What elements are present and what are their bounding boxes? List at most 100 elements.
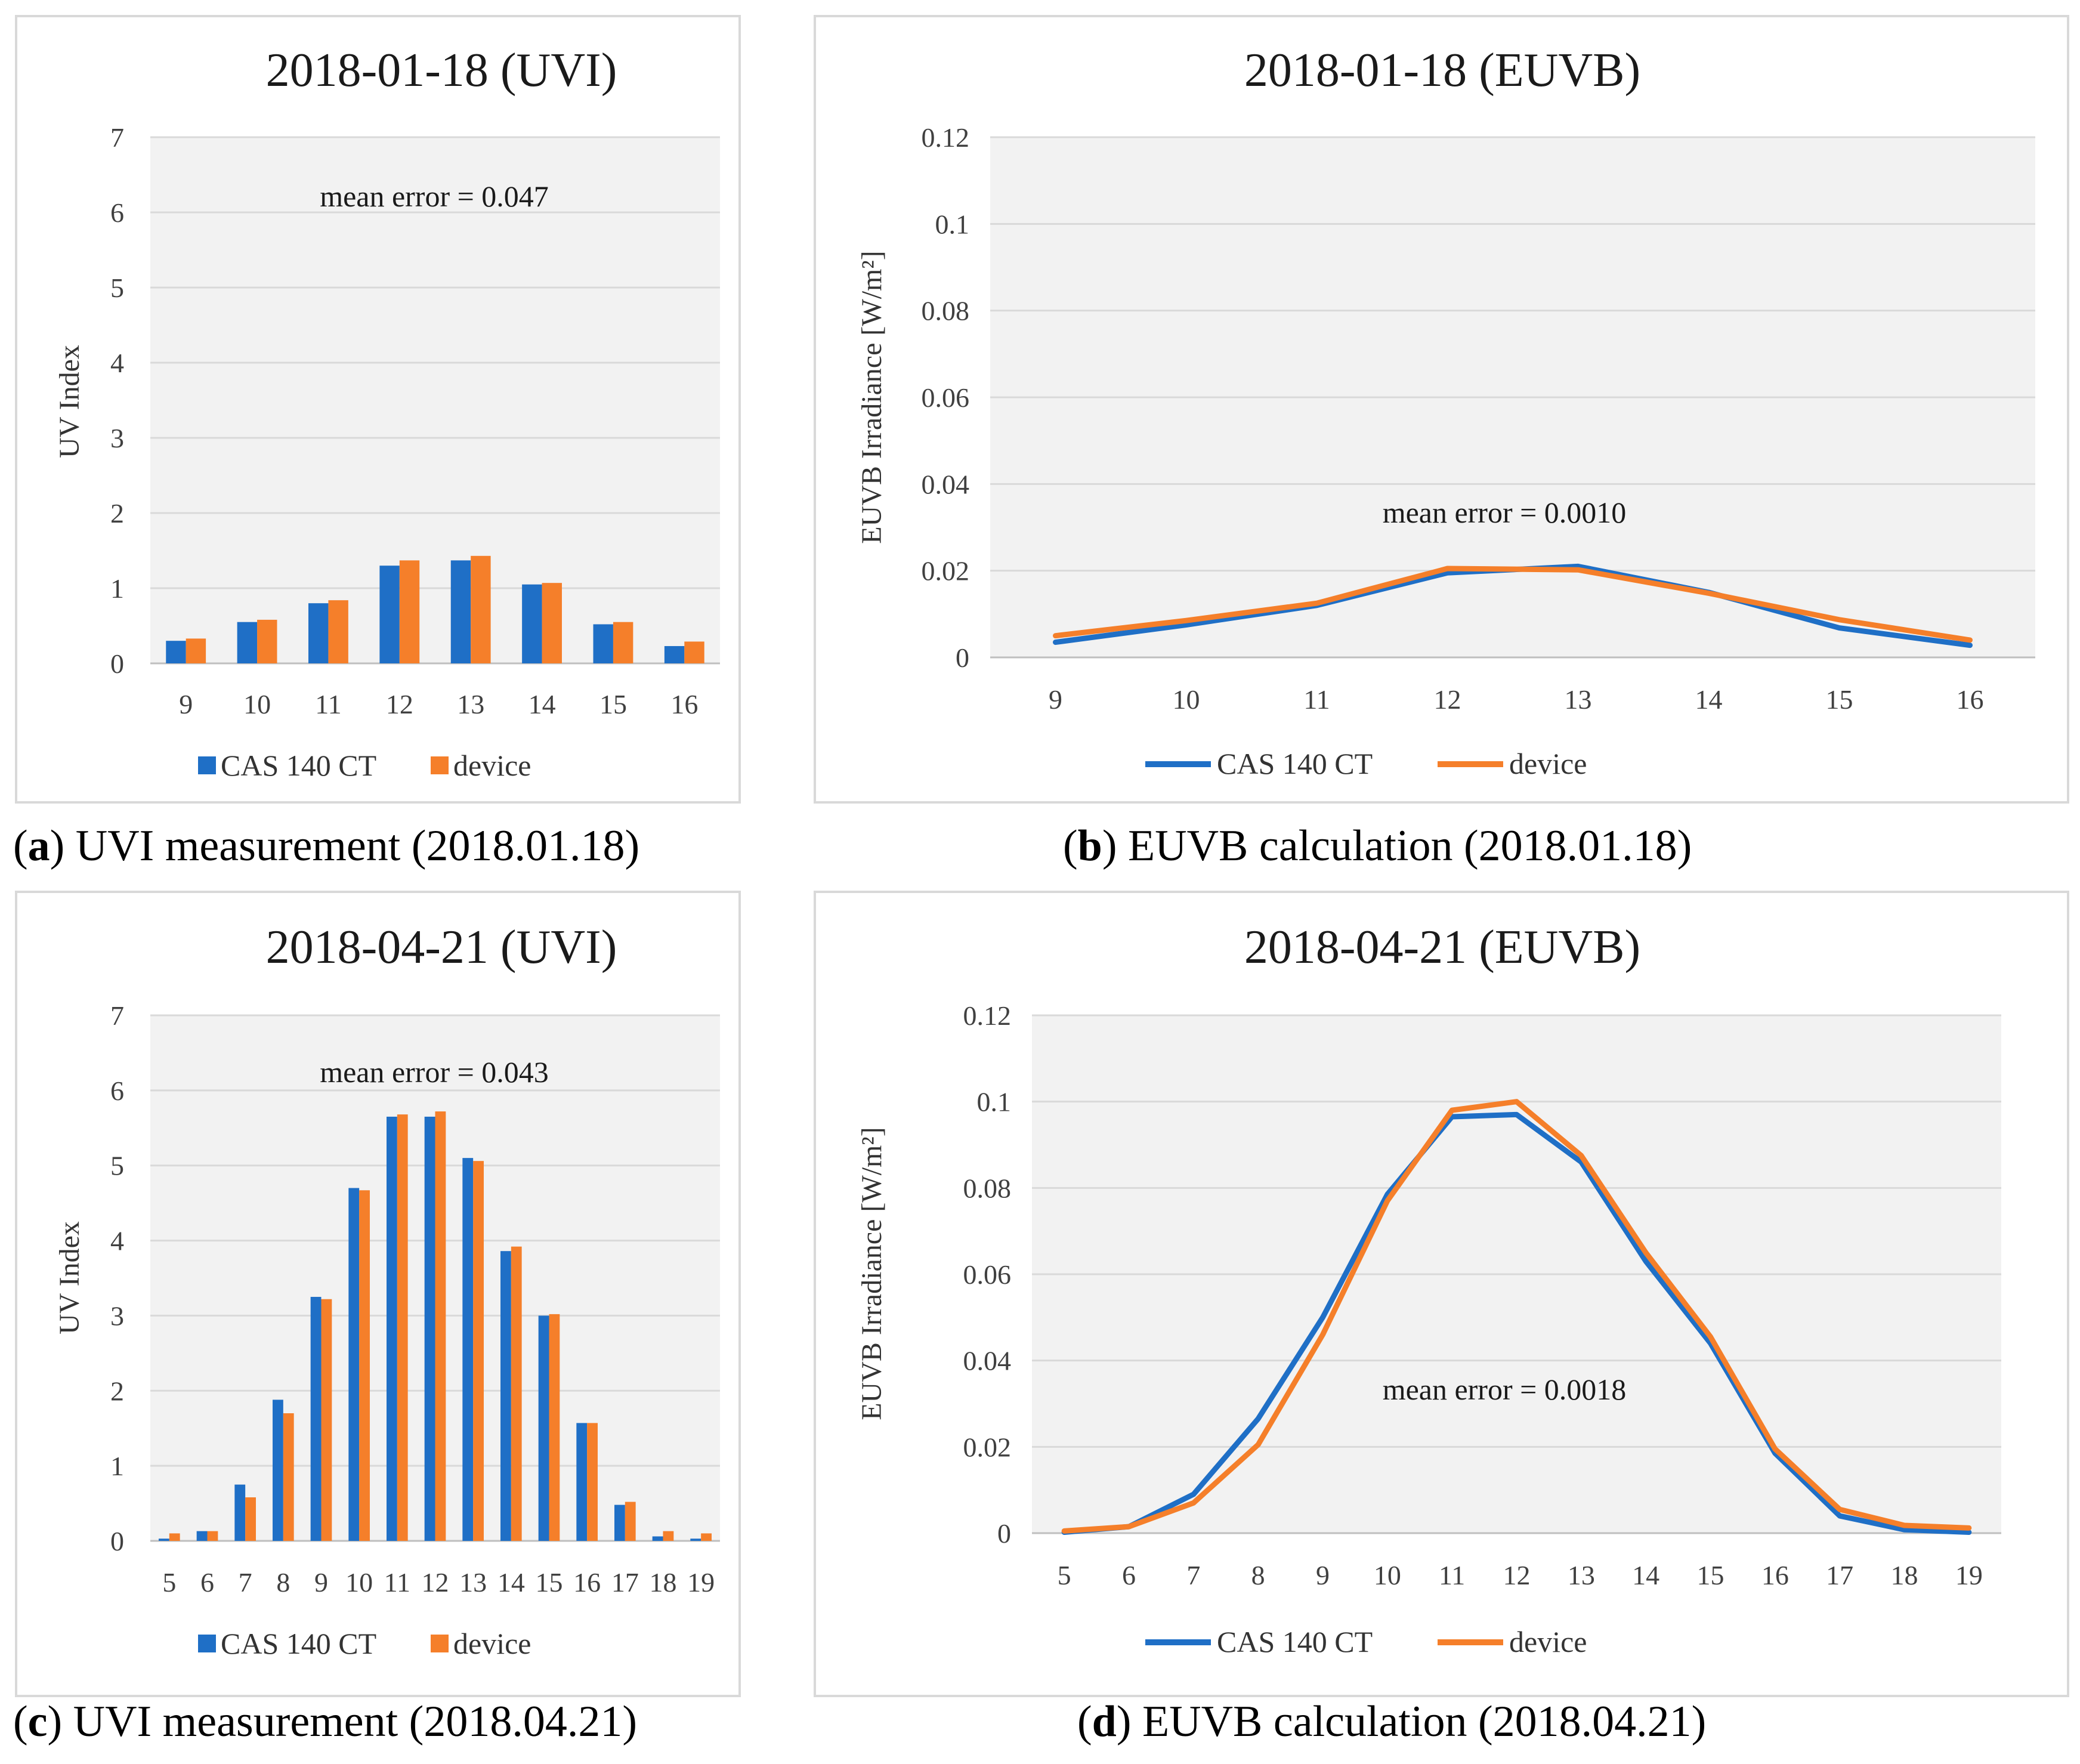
bar-device-11: [397, 1114, 408, 1541]
caption-open-paren: (: [13, 821, 28, 870]
bar-device-9: [321, 1299, 332, 1541]
x-tick-label: 7: [1186, 1560, 1200, 1590]
y-tick-label: 5: [110, 1151, 124, 1181]
bar-cas-140-ct-15: [538, 1315, 549, 1541]
panel-caption: (a) UVI measurement (2018.01.18): [13, 821, 639, 870]
x-tick-label: 19: [1955, 1560, 1983, 1590]
y-tick-label: 0: [110, 1526, 124, 1556]
y-axis-label: EUVB Irradiance [W/m²]: [856, 251, 888, 544]
chart-title: 2018-01-18 (EUVB): [1244, 44, 1640, 97]
bar-cas-140-ct-9: [310, 1296, 322, 1541]
x-tick-label: 5: [162, 1567, 176, 1598]
x-tick-label: 18: [650, 1567, 677, 1598]
y-tick-label: 4: [110, 348, 124, 378]
x-tick-label: 16: [1761, 1560, 1789, 1590]
caption-open-paren: (: [1077, 1697, 1092, 1746]
bar-cas-140-ct-14: [522, 584, 542, 663]
bar-cas-140-ct-16: [576, 1423, 588, 1541]
x-tick-label: 13: [1568, 1560, 1595, 1590]
x-tick-label: 12: [1503, 1560, 1531, 1590]
legend-swatch: [198, 1635, 216, 1652]
y-tick-label: 0.02: [963, 1432, 1012, 1462]
x-tick-label: 11: [315, 689, 341, 719]
bar-device-14: [542, 583, 562, 663]
legend-entry: CAS 140 CT: [221, 1627, 376, 1660]
y-tick-label: 3: [110, 1300, 124, 1331]
y-tick-label: 5: [110, 273, 124, 303]
caption-text: ) UVI measurement (2018.01.18): [50, 821, 639, 870]
y-tick-label: 6: [110, 1076, 124, 1106]
bar-device-5: [169, 1533, 180, 1541]
x-tick-label: 10: [1173, 684, 1200, 715]
x-tick-label: 11: [384, 1567, 410, 1598]
y-tick-label: 0: [110, 648, 124, 679]
legend-entry: CAS 140 CT: [1217, 747, 1373, 780]
panel-caption: (d) EUVB calculation (2018.04.21): [1077, 1697, 1706, 1746]
x-tick-label: 13: [459, 1567, 487, 1598]
bar-device-17: [625, 1502, 636, 1541]
caption-text: ) EUVB calculation (2018.04.21): [1117, 1697, 1707, 1746]
bar-device-6: [207, 1531, 218, 1541]
legend-swatch: [431, 1635, 449, 1652]
bar-cas-140-ct-9: [166, 641, 186, 663]
x-tick-label: 6: [200, 1567, 214, 1598]
x-tick-label: 16: [1957, 684, 1984, 715]
bar-cas-140-ct-6: [196, 1531, 208, 1541]
bar-device-10: [359, 1190, 370, 1541]
bar-device-18: [663, 1531, 674, 1541]
x-tick-label: 6: [1122, 1560, 1136, 1590]
panel-d: 0 0.02 0.04 0.06 0.08 0.1 0.12 2018-04-21 (EUVB…: [814, 891, 2069, 1746]
bar-cas-140-ct-12: [424, 1116, 435, 1541]
x-tick-label: 12: [422, 1567, 449, 1598]
x-tick-label: 5: [1058, 1560, 1071, 1590]
caption-letter: a: [28, 821, 50, 870]
bar-cas-140-ct-13: [450, 560, 471, 663]
x-tick-label: 17: [1826, 1560, 1853, 1590]
y-tick-label: 2: [110, 498, 124, 529]
y-tick-label: 0.02: [922, 556, 970, 586]
bar-device-13: [473, 1161, 484, 1541]
bar-cas-140-ct-5: [159, 1539, 169, 1541]
bar-device-12: [399, 560, 420, 663]
chart-title: 2018-04-21 (EUVB): [1244, 921, 1640, 974]
y-tick-label: 0.08: [963, 1173, 1012, 1203]
bar-device-15: [549, 1314, 560, 1541]
mean-error-annotation: mean error = 0.047: [320, 180, 549, 213]
bar-device-16: [684, 641, 704, 663]
x-tick-label: 14: [1632, 1560, 1659, 1590]
bar-cas-140-ct-16: [664, 646, 685, 663]
x-tick-label: 15: [536, 1567, 563, 1598]
x-tick-label: 16: [670, 689, 698, 719]
y-tick-label: 0.06: [922, 382, 970, 413]
bar-device-10: [257, 619, 277, 663]
x-tick-label: 14: [1695, 684, 1723, 715]
y-tick-label: 4: [110, 1226, 124, 1256]
chart-title: 2018-01-18 (UVI): [266, 44, 617, 97]
bar-cas-140-ct-12: [379, 566, 400, 663]
x-tick-label: 15: [599, 689, 627, 719]
plot-area: [150, 137, 720, 663]
y-tick-label: 7: [110, 122, 124, 153]
line-device: [1053, 566, 1973, 643]
legend-entry: device: [453, 749, 531, 782]
bar-cas-140-ct-7: [234, 1484, 246, 1541]
panel-caption: (b) EUVB calculation (2018.01.18): [1063, 821, 1692, 870]
legend-swatch: [198, 756, 216, 774]
mean-error-annotation: mean error = 0.043: [320, 1055, 549, 1089]
x-tick-label: 9: [314, 1567, 328, 1598]
bar-cas-140-ct-10: [237, 622, 258, 663]
legend-entry: CAS 140 CT: [1217, 1625, 1373, 1658]
y-axis-label: EUVB Irradiance [W/m²]: [856, 1127, 888, 1420]
x-tick-label: 14: [529, 689, 556, 719]
y-tick-label: 0.08: [922, 296, 970, 326]
x-tick-label: 9: [1049, 684, 1062, 715]
y-tick-label: 0.04: [922, 469, 970, 499]
legend-entry: device: [1509, 1625, 1587, 1658]
caption-letter: d: [1092, 1697, 1117, 1746]
x-tick-label: 14: [497, 1567, 525, 1598]
bar-device-14: [511, 1246, 522, 1541]
bar-device-13: [471, 555, 491, 663]
y-tick-label: 0.1: [935, 209, 970, 239]
x-tick-label: 10: [1374, 1560, 1401, 1590]
